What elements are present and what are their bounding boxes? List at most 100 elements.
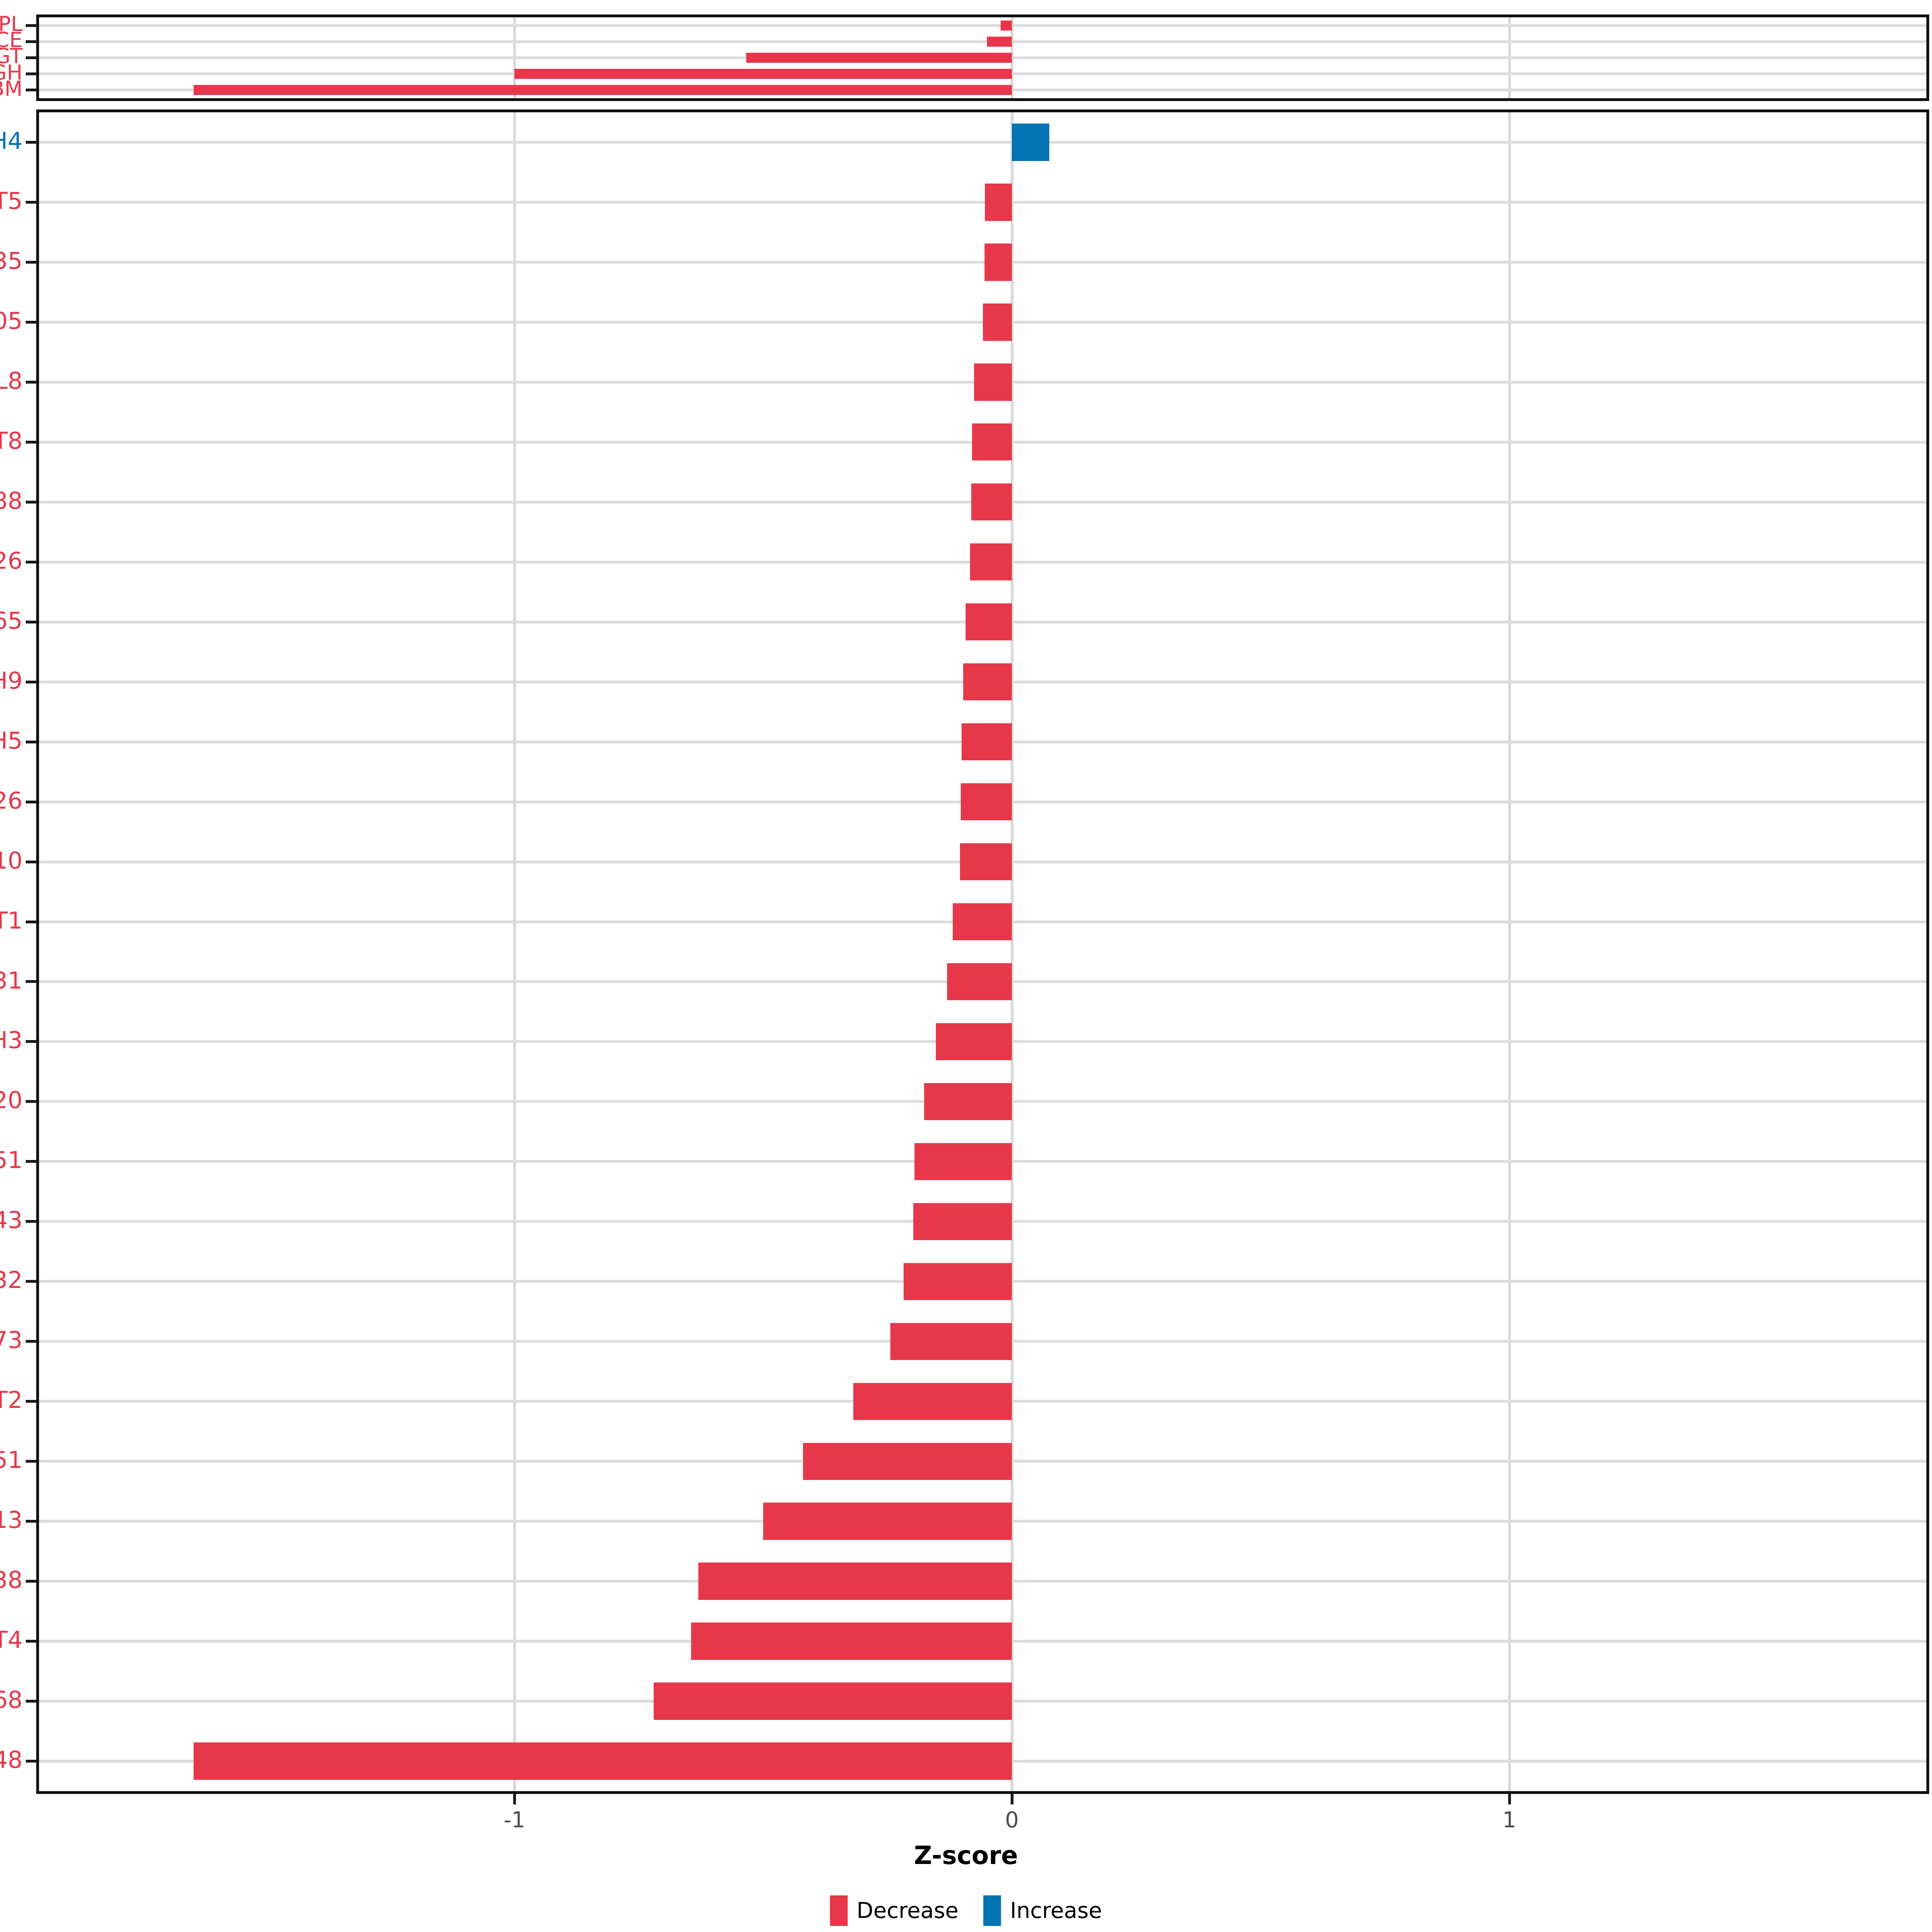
- y-axis-tick: [26, 800, 36, 803]
- bar: [853, 1383, 1012, 1420]
- bar: [987, 36, 1012, 47]
- bar: [746, 53, 1012, 63]
- x-axis-tick-label: 0: [1005, 1807, 1019, 1833]
- y-axis-tick: [26, 320, 36, 324]
- y-axis-label-gh20: GH20: [0, 1086, 23, 1114]
- y-axis-tick: [26, 1640, 36, 1643]
- y-axis-label-gh13: GH13: [0, 1506, 23, 1534]
- y-axis-tick: [26, 1220, 36, 1223]
- bar: [654, 1682, 1012, 1720]
- y-axis-tick: [26, 860, 36, 863]
- y-axis-tick: [26, 380, 36, 384]
- bar: [1012, 124, 1049, 161]
- plot-area-top: [39, 17, 1926, 98]
- x-axis-tick-label: -1: [504, 1807, 525, 1833]
- bar: [947, 963, 1012, 1001]
- bar: [924, 1083, 1012, 1121]
- legend-label: Decrease: [857, 1898, 959, 1923]
- bar: [913, 1203, 1012, 1240]
- y-axis-label-gh68: GH68: [0, 1686, 23, 1714]
- y-axis-label-gh73: GH73: [0, 1326, 23, 1354]
- y-axis-label-gt4: GT4: [0, 1626, 23, 1654]
- gridline-vertical: [1011, 112, 1013, 1791]
- y-axis-label-gh88: GH88: [0, 487, 23, 514]
- y-axis-tick: [26, 440, 36, 444]
- y-axis-tick: [26, 40, 36, 43]
- y-axis-tick: [26, 89, 36, 92]
- panel-top-cazy-class: [36, 14, 1929, 101]
- y-axis-label-gt35: GT35: [0, 247, 23, 275]
- y-axis-label-ce10: CE10: [0, 846, 23, 874]
- y-axis-label-gh43: GH43: [0, 1206, 23, 1234]
- y-axis-tick: [26, 500, 36, 504]
- x-axis-tick: [1508, 1794, 1511, 1804]
- y-axis-label-gh26: GH26: [0, 786, 23, 814]
- legend-swatch-icon: [830, 1895, 848, 1926]
- y-axis-label-ce: CE: [0, 28, 23, 53]
- y-axis-label-gh65: GH65: [0, 607, 23, 634]
- y-axis-label-gh31: GH31: [0, 966, 23, 994]
- legend-swatch-icon: [983, 1895, 1001, 1926]
- y-axis-tick: [26, 1280, 36, 1283]
- y-axis-label-cbm: CBM: [0, 76, 23, 101]
- bar: [903, 1263, 1012, 1300]
- y-axis-tick: [26, 200, 36, 204]
- gridline-horizontal: [39, 140, 1926, 144]
- y-axis-label-gh38: GH38: [0, 1566, 23, 1594]
- y-axis-label-pl8: PL8: [0, 367, 23, 394]
- bar: [1000, 20, 1012, 31]
- plot-area-bottom: [39, 112, 1926, 1791]
- y-axis-tick: [26, 1040, 36, 1043]
- y-axis-tick: [26, 680, 36, 683]
- gridline-horizontal: [39, 40, 1926, 43]
- y-axis-tick: [26, 1700, 36, 1703]
- y-axis-tick: [26, 980, 36, 983]
- y-axis-tick: [26, 920, 36, 923]
- bar: [974, 363, 1012, 401]
- y-axis-label-gh5: GH5: [0, 727, 23, 754]
- gridline-vertical: [513, 112, 516, 1791]
- y-axis-tick: [26, 740, 36, 743]
- x-axis-tick: [513, 1794, 516, 1804]
- y-axis-label-pl: PL: [0, 12, 23, 36]
- legend-item-decrease[interactable]: Decrease: [830, 1895, 958, 1926]
- x-axis-title: Z-score: [914, 1841, 1018, 1870]
- y-axis-tick: [26, 140, 36, 144]
- bar: [890, 1323, 1012, 1360]
- y-axis-label-gt5: GT5: [0, 187, 23, 215]
- bar: [763, 1503, 1012, 1540]
- y-axis-label-gh3: GH3: [0, 1026, 23, 1054]
- y-axis-label-gh32: GH32: [0, 1266, 23, 1294]
- y-axis-label-cbm48: CBM48: [0, 1746, 23, 1774]
- y-axis-label-gt26: GT26: [0, 547, 23, 574]
- y-axis-label-gh4: GH4: [0, 127, 23, 155]
- bar: [803, 1443, 1012, 1480]
- y-axis-tick: [26, 1760, 36, 1763]
- bar: [962, 723, 1012, 761]
- y-axis-label-gt: GT: [0, 44, 23, 69]
- y-axis-tick: [26, 260, 36, 264]
- bar: [935, 1023, 1012, 1061]
- bar: [952, 903, 1012, 941]
- bar: [985, 244, 1012, 281]
- bar: [193, 85, 1012, 95]
- y-axis-tick: [26, 72, 36, 76]
- bar: [193, 1742, 1012, 1780]
- y-axis-tick: [26, 560, 36, 564]
- bar: [970, 543, 1012, 581]
- legend-item-increase[interactable]: Increase: [983, 1895, 1102, 1926]
- y-axis-tick: [26, 1580, 36, 1583]
- y-axis-label-gh51: GH51: [0, 1146, 23, 1174]
- bar: [914, 1143, 1012, 1181]
- y-axis-tick: [26, 1520, 36, 1523]
- y-axis-tick: [26, 56, 36, 59]
- y-axis-tick: [26, 1100, 36, 1103]
- bar: [963, 663, 1012, 701]
- panel-bottom-cazy-family: [36, 109, 1929, 1794]
- y-axis-label-gt1: GT1: [0, 906, 23, 934]
- legend: Decrease Increase: [0, 1895, 1932, 1926]
- bar: [966, 603, 1012, 641]
- gridline-horizontal: [39, 320, 1926, 324]
- y-axis-tick: [26, 1160, 36, 1163]
